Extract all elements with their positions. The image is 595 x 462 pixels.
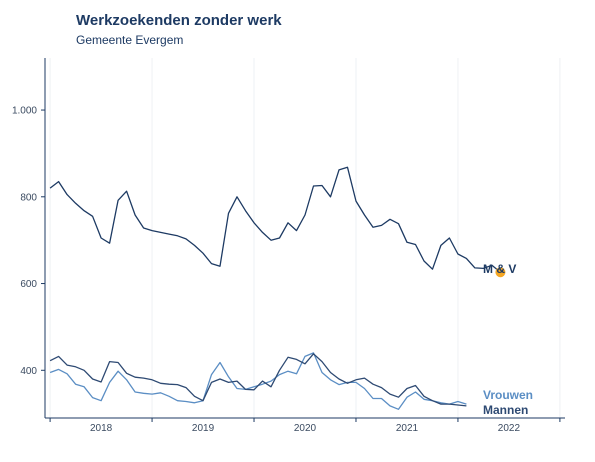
series-label-vrouwen: Vrouwen <box>483 388 533 402</box>
chart-subtitle: Gemeente Evergem <box>76 33 183 47</box>
y-tick-label: 400 <box>20 366 37 377</box>
y-tick-label: 600 <box>20 279 37 290</box>
x-tick-label: 2018 <box>90 423 113 434</box>
series-line-mv <box>49 166 501 273</box>
series-label-mannen: Mannen <box>483 403 528 417</box>
chart-title: Werkzoekenden zonder werk <box>76 12 282 29</box>
grid-lines <box>49 58 561 418</box>
x-tick-label: 2021 <box>396 423 419 434</box>
series-lines <box>49 166 506 410</box>
x-tick-label: 2022 <box>498 423 521 434</box>
latest-value-marker <box>495 267 506 278</box>
series-line-mannen <box>49 353 467 407</box>
x-tick-label: 2019 <box>192 423 215 434</box>
y-tick-label: 800 <box>20 192 37 203</box>
y-tick-label: 1.000 <box>12 106 37 117</box>
x-tick-label: 2020 <box>294 423 317 434</box>
x-axis-ticks: 2018 2019 2020 2021 2022 <box>49 418 561 434</box>
y-axis-ticks: 400 600 800 1.000 <box>12 106 45 377</box>
series-label-mv: M & V <box>483 262 516 276</box>
